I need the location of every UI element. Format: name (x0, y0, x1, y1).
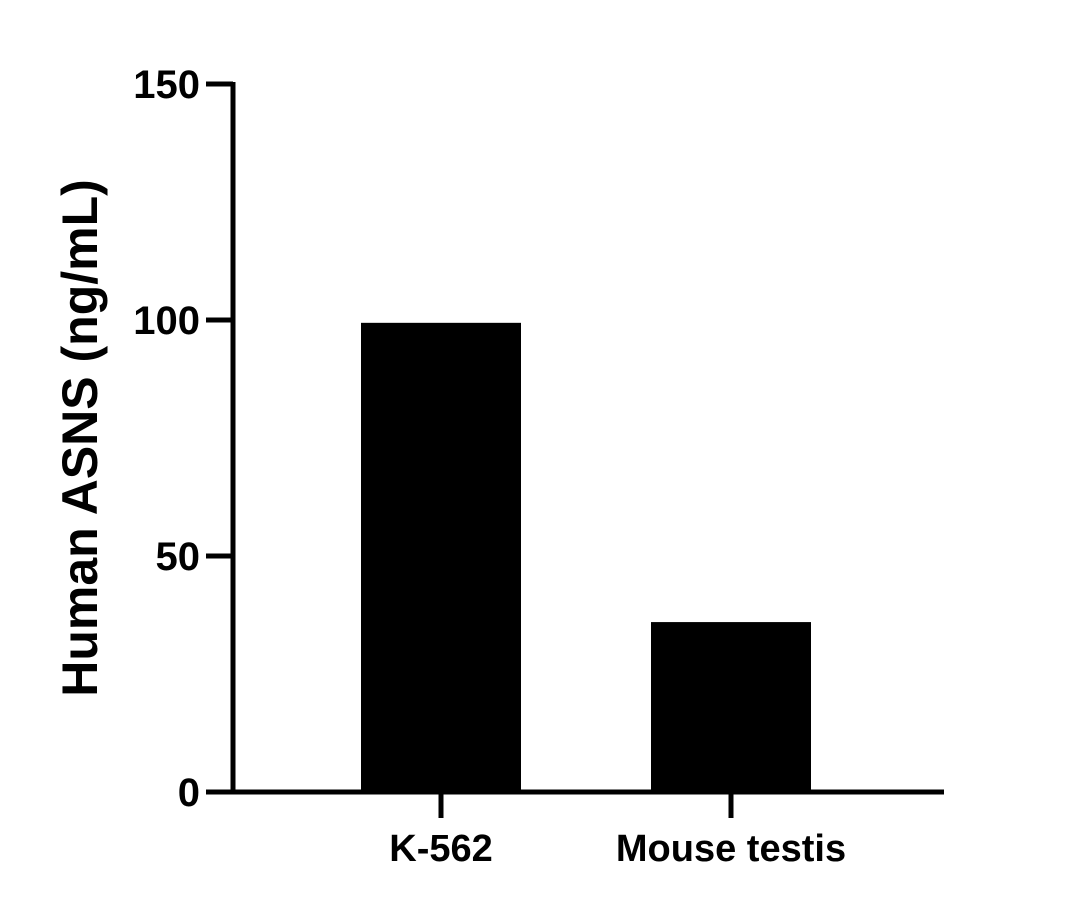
x-category-label: K-562 (389, 828, 493, 870)
x-category-label: Mouse testis (616, 828, 846, 870)
bar-k-562 (361, 322, 521, 792)
y-axis-title: Human ASNS (ng/mL) (52, 179, 108, 697)
y-axis-ticks: 0 50 100 150 (133, 63, 233, 815)
x-axis-ticks: K-562 Mouse testis (389, 792, 846, 870)
bar-mouse-testis (651, 622, 811, 792)
y-tick-label: 100 (133, 299, 200, 343)
y-tick-label: 0 (178, 771, 200, 815)
bars (361, 322, 811, 792)
y-tick-label: 50 (156, 535, 201, 579)
y-tick-label: 150 (133, 63, 200, 107)
